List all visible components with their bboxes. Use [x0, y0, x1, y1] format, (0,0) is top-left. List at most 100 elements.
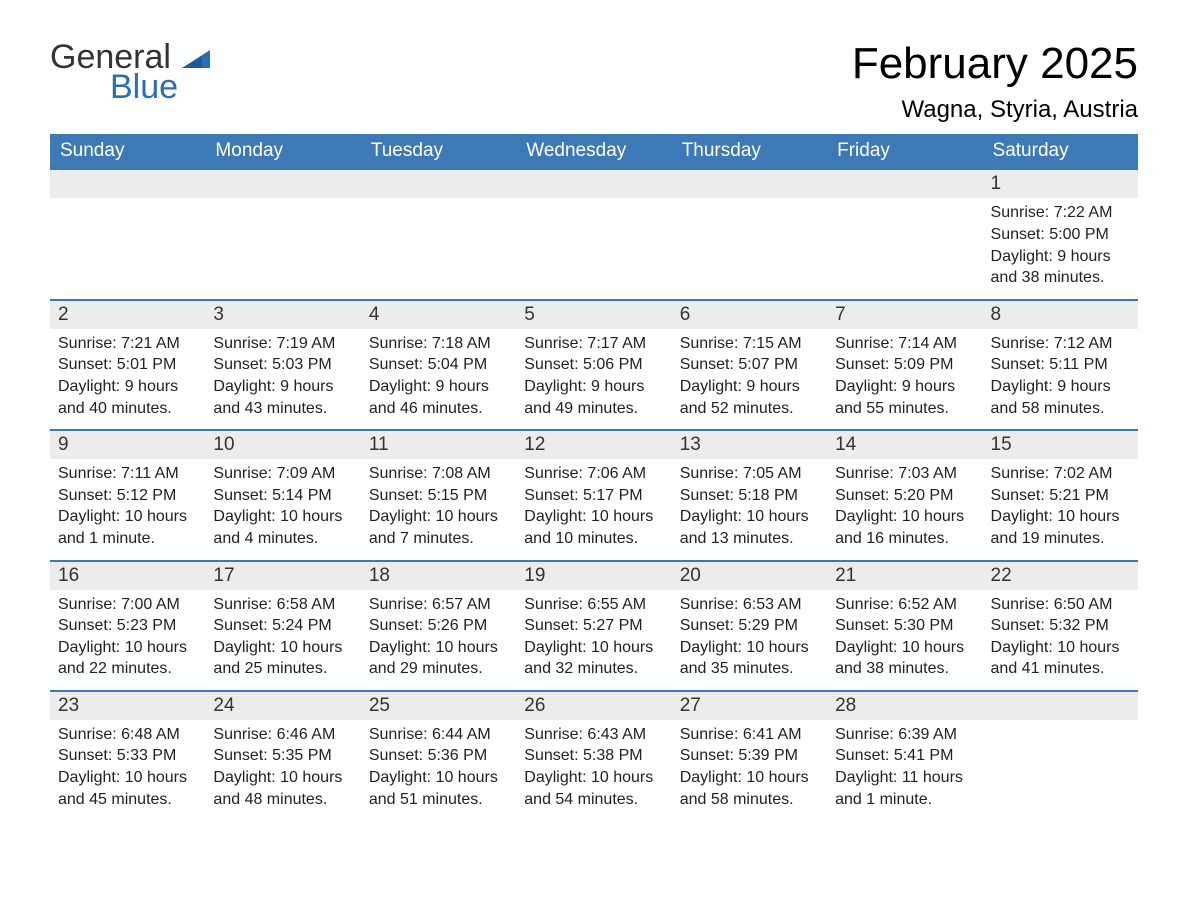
sunrise-label: Sunrise: [369, 596, 428, 613]
sunset-line: Sunset: 5:35 PM [213, 745, 352, 767]
sunset-line: Sunset: 5:03 PM [213, 354, 352, 376]
weekday-header: Friday [827, 134, 982, 168]
calendar-table: Sunday Monday Tuesday Wednesday Thursday… [50, 134, 1138, 820]
sunset-line: Sunset: 5:07 PM [680, 354, 819, 376]
day-cell: 21Sunrise: 6:52 AMSunset: 5:30 PMDayligh… [827, 560, 982, 690]
flag-icon [182, 46, 210, 68]
day-number: 16 [50, 560, 205, 590]
day-number: 18 [361, 560, 516, 590]
day-number [205, 168, 360, 198]
daylight-line: Daylight: 10 hours and 19 minutes. [991, 506, 1130, 549]
day-number: 1 [983, 168, 1138, 198]
sunrise-label: Sunrise: [213, 335, 272, 352]
daylight-line: Daylight: 9 hours and 55 minutes. [835, 376, 974, 419]
daylight-label: Daylight: [369, 769, 431, 786]
sunrise-value: 7:02 AM [1054, 465, 1113, 482]
sunrise-line: Sunrise: 7:21 AM [58, 333, 197, 355]
daylight-label: Daylight: [213, 769, 275, 786]
sunset-line: Sunset: 5:00 PM [991, 224, 1130, 246]
sunset-value: 5:06 PM [583, 356, 643, 373]
daylight-line: Daylight: 9 hours and 49 minutes. [524, 376, 663, 419]
day-details: Sunrise: 7:19 AMSunset: 5:03 PMDaylight:… [205, 329, 360, 419]
sunset-line: Sunset: 5:41 PM [835, 745, 974, 767]
day-cell: 4Sunrise: 7:18 AMSunset: 5:04 PMDaylight… [361, 299, 516, 429]
sunset-value: 5:15 PM [428, 487, 488, 504]
sunset-value: 5:35 PM [272, 747, 332, 764]
daylight-line: Daylight: 10 hours and 4 minutes. [213, 506, 352, 549]
sunset-label: Sunset: [524, 617, 578, 634]
day-details: Sunrise: 7:00 AMSunset: 5:23 PMDaylight:… [50, 590, 205, 680]
daylight-line: Daylight: 11 hours and 1 minute. [835, 767, 974, 810]
weekday-header-row: Sunday Monday Tuesday Wednesday Thursday… [50, 134, 1138, 168]
sunrise-line: Sunrise: 6:48 AM [58, 724, 197, 746]
daylight-label: Daylight: [991, 378, 1053, 395]
sunset-line: Sunset: 5:33 PM [58, 745, 197, 767]
week-row: 16Sunrise: 7:00 AMSunset: 5:23 PMDayligh… [50, 560, 1138, 690]
daylight-line: Daylight: 9 hours and 43 minutes. [213, 376, 352, 419]
sunrise-value: 6:52 AM [898, 596, 957, 613]
sunrise-label: Sunrise: [58, 335, 117, 352]
daylight-label: Daylight: [680, 769, 742, 786]
sunrise-value: 7:08 AM [432, 465, 491, 482]
day-cell: 27Sunrise: 6:41 AMSunset: 5:39 PMDayligh… [672, 690, 827, 820]
sunset-line: Sunset: 5:38 PM [524, 745, 663, 767]
sunset-line: Sunset: 5:26 PM [369, 615, 508, 637]
daylight-line: Daylight: 10 hours and 38 minutes. [835, 637, 974, 680]
sunrise-label: Sunrise: [58, 465, 117, 482]
day-cell: 5Sunrise: 7:17 AMSunset: 5:06 PMDaylight… [516, 299, 671, 429]
sunset-value: 5:14 PM [272, 487, 332, 504]
sunset-line: Sunset: 5:14 PM [213, 485, 352, 507]
day-cell: 11Sunrise: 7:08 AMSunset: 5:15 PMDayligh… [361, 429, 516, 559]
weekday-header: Monday [205, 134, 360, 168]
day-details: Sunrise: 6:53 AMSunset: 5:29 PMDaylight:… [672, 590, 827, 680]
daylight-label: Daylight: [524, 639, 586, 656]
sunrise-line: Sunrise: 7:15 AM [680, 333, 819, 355]
day-details [516, 198, 671, 284]
sunset-label: Sunset: [835, 617, 889, 634]
sunset-value: 5:41 PM [894, 747, 954, 764]
sunrise-label: Sunrise: [213, 596, 272, 613]
day-details: Sunrise: 7:18 AMSunset: 5:04 PMDaylight:… [361, 329, 516, 419]
weekday-header: Saturday [983, 134, 1138, 168]
day-cell [672, 168, 827, 298]
day-number: 27 [672, 690, 827, 720]
daylight-label: Daylight: [835, 769, 897, 786]
daylight-label: Daylight: [369, 508, 431, 525]
sunrise-line: Sunrise: 7:09 AM [213, 463, 352, 485]
sunrise-value: 7:06 AM [587, 465, 646, 482]
sunrise-line: Sunrise: 7:18 AM [369, 333, 508, 355]
sunset-value: 5:04 PM [428, 356, 488, 373]
day-number: 17 [205, 560, 360, 590]
sunset-value: 5:11 PM [1049, 356, 1107, 373]
sunset-value: 5:27 PM [583, 617, 643, 634]
weekday-header: Sunday [50, 134, 205, 168]
day-cell [361, 168, 516, 298]
daylight-label: Daylight: [835, 508, 897, 525]
sunrise-value: 7:12 AM [1054, 335, 1113, 352]
day-number: 5 [516, 299, 671, 329]
day-cell [50, 168, 205, 298]
day-number [516, 168, 671, 198]
day-details [672, 198, 827, 284]
daylight-line: Daylight: 10 hours and 51 minutes. [369, 767, 508, 810]
sunrise-value: 6:53 AM [743, 596, 802, 613]
day-number: 7 [827, 299, 982, 329]
sunset-line: Sunset: 5:23 PM [58, 615, 197, 637]
sunrise-value: 6:43 AM [587, 726, 646, 743]
day-details: Sunrise: 6:50 AMSunset: 5:32 PMDaylight:… [983, 590, 1138, 680]
sunrise-value: 6:41 AM [743, 726, 802, 743]
daylight-label: Daylight: [524, 378, 586, 395]
sunrise-label: Sunrise: [680, 726, 739, 743]
daylight-line: Daylight: 10 hours and 13 minutes. [680, 506, 819, 549]
sunrise-value: 7:22 AM [1054, 204, 1113, 221]
sunrise-line: Sunrise: 6:58 AM [213, 594, 352, 616]
sunrise-label: Sunrise: [524, 596, 583, 613]
sunset-label: Sunset: [991, 356, 1045, 373]
sunset-label: Sunset: [991, 226, 1045, 243]
sunset-line: Sunset: 5:32 PM [991, 615, 1130, 637]
sunrise-line: Sunrise: 6:57 AM [369, 594, 508, 616]
day-details: Sunrise: 6:39 AMSunset: 5:41 PMDaylight:… [827, 720, 982, 810]
daylight-label: Daylight: [213, 508, 275, 525]
day-number [827, 168, 982, 198]
day-details [50, 198, 205, 284]
